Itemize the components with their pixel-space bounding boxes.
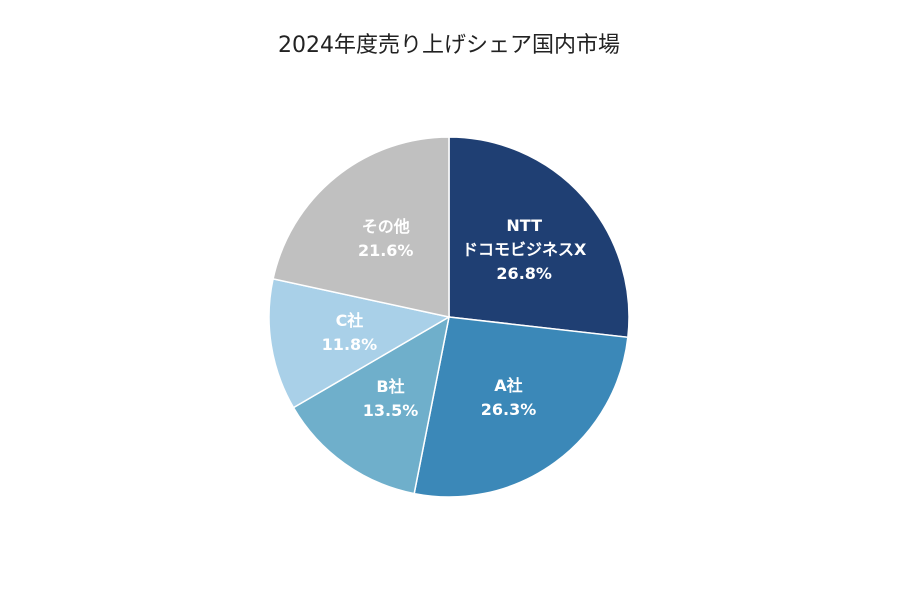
category-label: C社: [335, 310, 364, 330]
label-box: NTT ドコモビジネスX 26.8%: [444, 210, 604, 290]
slice-label: A社 26.3%: [429, 358, 589, 438]
category-label: その他: [361, 216, 410, 236]
chart-title: 2024年度売り上げシェア国内市場: [278, 33, 620, 58]
value-label: 21.6%: [357, 240, 414, 260]
value-label: 26.3%: [480, 400, 537, 420]
label-box: A社 26.3%: [429, 358, 589, 438]
value-label: 26.8%: [496, 263, 552, 283]
pie-slice: [272, 136, 450, 318]
category-label: B社: [376, 377, 405, 397]
label-box: B社 13.5%: [311, 359, 471, 439]
pie-slice: [292, 315, 451, 495]
value-label: 11.8%: [321, 334, 378, 354]
slice-label: C社 11.8%: [269, 293, 429, 373]
category-label: A社: [494, 376, 523, 396]
pie-slice: [448, 136, 630, 339]
label-box: その他 21.6%: [306, 199, 466, 279]
value-label: 13.5%: [362, 401, 419, 421]
slice-label: その他 21.6%: [306, 199, 466, 279]
label-box: C社 11.8%: [269, 293, 429, 373]
pie-slice: [413, 316, 629, 498]
slice-label: B社 13.5%: [311, 359, 471, 439]
category-label: NTT ドコモビジネスX: [462, 215, 587, 259]
slice-label: NTT ドコモビジネスX 26.8%: [444, 210, 604, 290]
pie-slice: [268, 277, 452, 409]
